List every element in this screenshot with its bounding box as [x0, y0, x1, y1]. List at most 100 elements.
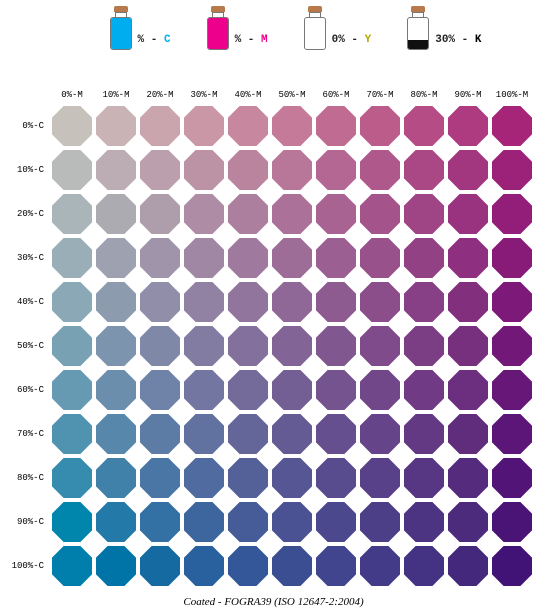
- row-header: 80%-C: [6, 456, 50, 500]
- swatch-octagon: [448, 458, 488, 498]
- swatch-cell: [490, 148, 534, 192]
- swatch-cell: [50, 324, 94, 368]
- swatch-octagon: [272, 458, 312, 498]
- swatch-octagon: [272, 238, 312, 278]
- swatch-octagon: [52, 238, 92, 278]
- swatch-cell: [270, 544, 314, 588]
- swatch-octagon: [52, 546, 92, 586]
- swatch-octagon: [96, 414, 136, 454]
- swatch-octagon: [96, 282, 136, 322]
- swatch-octagon: [404, 458, 444, 498]
- swatch-cell: [314, 368, 358, 412]
- swatch-cell: [314, 500, 358, 544]
- swatch-cell: [446, 236, 490, 280]
- swatch-octagon: [272, 282, 312, 322]
- swatch-cell: [446, 544, 490, 588]
- swatch-octagon: [448, 106, 488, 146]
- swatch-cell: [358, 412, 402, 456]
- swatch-cell: [402, 236, 446, 280]
- bottle-icon: [407, 6, 429, 50]
- swatch-cell: [402, 148, 446, 192]
- swatch-octagon: [228, 370, 268, 410]
- swatch-cell: [94, 500, 138, 544]
- swatch-cell: [50, 412, 94, 456]
- footer-caption: Coated - FOGRA39 (ISO 12647-2:2004): [0, 596, 547, 608]
- swatch-cell: [402, 104, 446, 148]
- swatch-octagon: [492, 502, 532, 542]
- swatch-cell: [226, 412, 270, 456]
- swatch-cell: [50, 104, 94, 148]
- swatch-cell: [138, 148, 182, 192]
- swatch-cell: [50, 280, 94, 324]
- swatch-octagon: [184, 546, 224, 586]
- swatch-octagon: [316, 282, 356, 322]
- swatch-octagon: [492, 370, 532, 410]
- swatch-cell: [270, 104, 314, 148]
- swatch-cell: [138, 236, 182, 280]
- swatch-octagon: [272, 150, 312, 190]
- swatch-cell: [358, 544, 402, 588]
- swatch-octagon: [360, 326, 400, 366]
- swatch-cell: [314, 104, 358, 148]
- swatch-octagon: [228, 546, 268, 586]
- swatch-octagon: [184, 282, 224, 322]
- swatch-cell: [358, 456, 402, 500]
- swatch-cell: [50, 192, 94, 236]
- column-header: 70%-M: [358, 60, 402, 104]
- swatch-octagon: [228, 458, 268, 498]
- swatch-octagon: [272, 106, 312, 146]
- swatch-octagon: [316, 194, 356, 234]
- swatch-cell: [402, 456, 446, 500]
- swatch-octagon: [404, 414, 444, 454]
- row-header: 40%-C: [6, 280, 50, 324]
- swatch-cell: [314, 192, 358, 236]
- swatch-cell: [314, 412, 358, 456]
- swatch-octagon: [228, 414, 268, 454]
- swatch-octagon: [360, 106, 400, 146]
- bottle-label: % - C: [138, 34, 171, 50]
- swatch-cell: [314, 236, 358, 280]
- swatch-cell: [138, 544, 182, 588]
- swatch-octagon: [52, 150, 92, 190]
- swatch-cell: [446, 192, 490, 236]
- swatch-octagon: [272, 546, 312, 586]
- swatch-octagon: [448, 326, 488, 366]
- swatch-octagon: [448, 194, 488, 234]
- swatch-octagon: [228, 238, 268, 278]
- swatch-octagon: [316, 238, 356, 278]
- swatch-cell: [270, 236, 314, 280]
- swatch-cell: [226, 368, 270, 412]
- swatch-octagon: [184, 326, 224, 366]
- swatch-octagon: [316, 546, 356, 586]
- swatch-octagon: [228, 106, 268, 146]
- swatch-octagon: [52, 458, 92, 498]
- swatch-cell: [182, 104, 226, 148]
- swatch-octagon: [316, 502, 356, 542]
- swatch-octagon: [404, 502, 444, 542]
- swatch-cell: [270, 148, 314, 192]
- swatch-cell: [358, 324, 402, 368]
- swatch-cell: [314, 148, 358, 192]
- row-header: 50%-C: [6, 324, 50, 368]
- swatch-octagon: [360, 194, 400, 234]
- swatch-octagon: [140, 546, 180, 586]
- swatch-octagon: [492, 458, 532, 498]
- swatch-cell: [490, 412, 534, 456]
- swatch-cell: [358, 236, 402, 280]
- swatch-octagon: [316, 150, 356, 190]
- swatch-cell: [446, 368, 490, 412]
- swatch-octagon: [492, 150, 532, 190]
- swatch-cell: [358, 104, 402, 148]
- swatch-octagon: [184, 502, 224, 542]
- swatch-octagon: [140, 414, 180, 454]
- swatch-octagon: [96, 370, 136, 410]
- row-header: 100%-C: [6, 544, 50, 588]
- swatch-cell: [94, 456, 138, 500]
- ink-bottles-row: % - C% - M0% - Y30% - K: [44, 6, 547, 50]
- bottle-label: 0% - Y: [332, 34, 372, 50]
- swatch-octagon: [492, 414, 532, 454]
- swatch-cell: [314, 456, 358, 500]
- swatch-cell: [94, 148, 138, 192]
- swatch-cell: [490, 324, 534, 368]
- row-header: 30%-C: [6, 236, 50, 280]
